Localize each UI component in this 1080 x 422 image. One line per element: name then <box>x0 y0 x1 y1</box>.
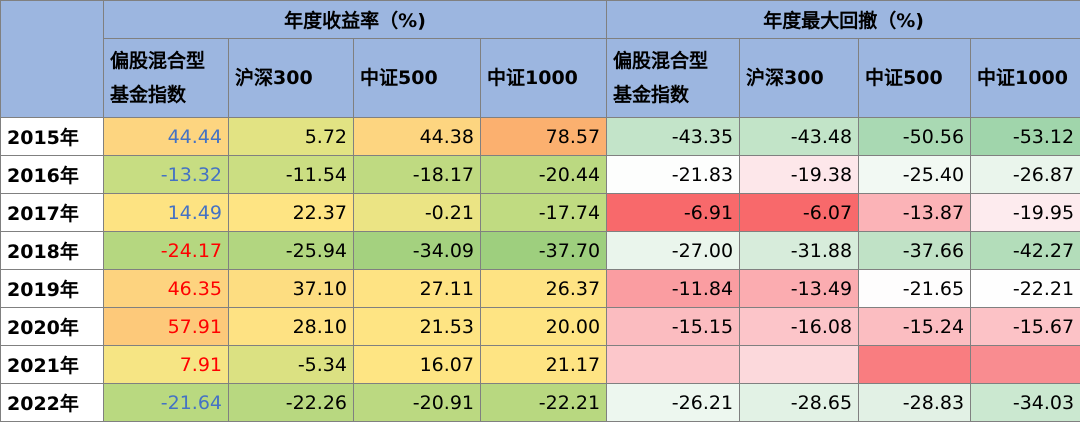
value-cell: -6.07 <box>740 194 859 232</box>
value-cell: 44.44 <box>104 118 229 156</box>
row-label: 2018年 <box>1 232 104 270</box>
value-cell <box>607 346 740 384</box>
value-cell: -53.12 <box>971 118 1080 156</box>
row-label: 2016年 <box>1 156 104 194</box>
row-label: 2020年 <box>1 308 104 346</box>
value-cell: 46.35 <box>104 270 229 308</box>
value-cell: 7.91 <box>104 346 229 384</box>
value-cell: -16.08 <box>740 308 859 346</box>
value-cell: 21.17 <box>481 346 607 384</box>
value-cell: 37.10 <box>229 270 354 308</box>
value-cell: -0.21 <box>354 194 481 232</box>
value-cell: 22.37 <box>229 194 354 232</box>
value-cell: -34.03 <box>971 384 1080 422</box>
value-cell: -22.26 <box>229 384 354 422</box>
value-cell: -50.56 <box>859 118 971 156</box>
value-cell: 5.72 <box>229 118 354 156</box>
value-cell: -11.84 <box>607 270 740 308</box>
value-cell: -27.00 <box>607 232 740 270</box>
row: 2016年-13.32-11.54-18.17-20.44-21.83-19.3… <box>1 156 1080 194</box>
value-cell: -5.34 <box>229 346 354 384</box>
group-header: 年度最大回撤（%) <box>607 1 1080 39</box>
value-cell: 44.38 <box>354 118 481 156</box>
value-cell: -15.24 <box>859 308 971 346</box>
value-cell: -19.38 <box>740 156 859 194</box>
value-cell: -25.40 <box>859 156 971 194</box>
value-cell: -6.91 <box>607 194 740 232</box>
column-header: 偏股混合型 基金指数 <box>104 39 229 118</box>
value-cell: -13.49 <box>740 270 859 308</box>
value-cell: 57.91 <box>104 308 229 346</box>
value-cell <box>859 346 971 384</box>
value-cell: -26.87 <box>971 156 1080 194</box>
value-cell: 78.57 <box>481 118 607 156</box>
row-label: 2015年 <box>1 118 104 156</box>
value-cell: -31.88 <box>740 232 859 270</box>
value-cell: -24.17 <box>104 232 229 270</box>
value-cell: -15.67 <box>971 308 1080 346</box>
value-cell: -21.64 <box>104 384 229 422</box>
column-header: 中证1000 <box>971 39 1080 118</box>
value-cell: -26.21 <box>607 384 740 422</box>
value-cell: -42.27 <box>971 232 1080 270</box>
column-header: 偏股混合型 基金指数 <box>607 39 740 118</box>
value-cell: -21.65 <box>859 270 971 308</box>
group-header: 年度收益率（%) <box>104 1 607 39</box>
value-cell: -22.21 <box>971 270 1080 308</box>
value-cell: -37.66 <box>859 232 971 270</box>
value-cell: -22.21 <box>481 384 607 422</box>
value-cell: -43.35 <box>607 118 740 156</box>
value-cell: -17.74 <box>481 194 607 232</box>
value-cell: 21.53 <box>354 308 481 346</box>
value-cell: -19.95 <box>971 194 1080 232</box>
column-header: 沪深300 <box>229 39 354 118</box>
value-cell: -28.83 <box>859 384 971 422</box>
value-cell: 20.00 <box>481 308 607 346</box>
value-cell: -11.54 <box>229 156 354 194</box>
value-cell: -43.48 <box>740 118 859 156</box>
value-cell: -20.91 <box>354 384 481 422</box>
row: 2018年-24.17-25.94-34.09-37.70-27.00-31.8… <box>1 232 1080 270</box>
value-cell: -28.65 <box>740 384 859 422</box>
row-label: 2019年 <box>1 270 104 308</box>
column-header: 沪深300 <box>740 39 859 118</box>
value-cell: -34.09 <box>354 232 481 270</box>
value-cell: -21.83 <box>607 156 740 194</box>
row-label: 2017年 <box>1 194 104 232</box>
value-cell: 16.07 <box>354 346 481 384</box>
value-cell <box>971 346 1080 384</box>
column-header: 中证500 <box>354 39 481 118</box>
value-cell: 27.11 <box>354 270 481 308</box>
value-cell: 14.49 <box>104 194 229 232</box>
row: 2022年-21.64-22.26-20.91-22.21-26.21-28.6… <box>1 384 1080 422</box>
value-cell: -20.44 <box>481 156 607 194</box>
row: 年度收益率（%)年度最大回撤（%) <box>1 1 1080 39</box>
value-cell: -18.17 <box>354 156 481 194</box>
value-cell: -13.32 <box>104 156 229 194</box>
corner <box>1 1 104 118</box>
value-cell: 28.10 <box>229 308 354 346</box>
value-cell: 26.37 <box>481 270 607 308</box>
value-cell: -25.94 <box>229 232 354 270</box>
row-label: 2021年 <box>1 346 104 384</box>
value-cell <box>740 346 859 384</box>
column-header: 中证1000 <box>481 39 607 118</box>
value-cell: -13.87 <box>859 194 971 232</box>
value-cell: -37.70 <box>481 232 607 270</box>
column-header: 中证500 <box>859 39 971 118</box>
value-cell: -15.15 <box>607 308 740 346</box>
row-label: 2022年 <box>1 384 104 422</box>
